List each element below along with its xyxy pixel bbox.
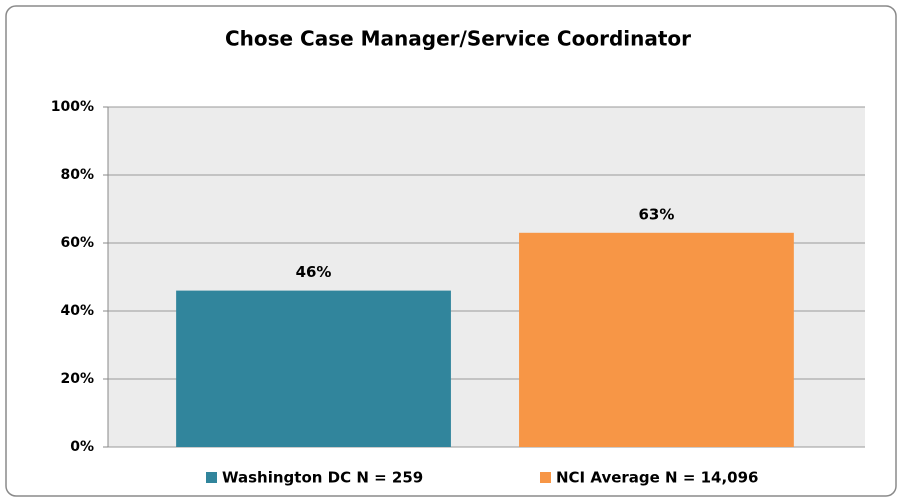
legend-label: Washington DC N = 259 xyxy=(222,469,423,487)
y-tick-label: 100% xyxy=(51,99,94,115)
bar xyxy=(176,290,451,447)
y-tick-label: 60% xyxy=(60,235,94,251)
legend-label: NCI Average N = 14,096 xyxy=(556,469,759,487)
y-tick-label: 40% xyxy=(60,303,94,319)
legend-swatch xyxy=(540,472,551,483)
legend-swatch xyxy=(206,472,217,483)
y-tick-label: 20% xyxy=(60,371,94,387)
y-tick-label: 80% xyxy=(60,167,94,183)
bar xyxy=(519,232,794,447)
data-label: 63% xyxy=(638,205,674,223)
chart-title: Chose Case Manager/Service Coordinator xyxy=(225,27,691,51)
y-tick-label: 0% xyxy=(70,439,94,455)
data-label: 46% xyxy=(296,263,332,281)
